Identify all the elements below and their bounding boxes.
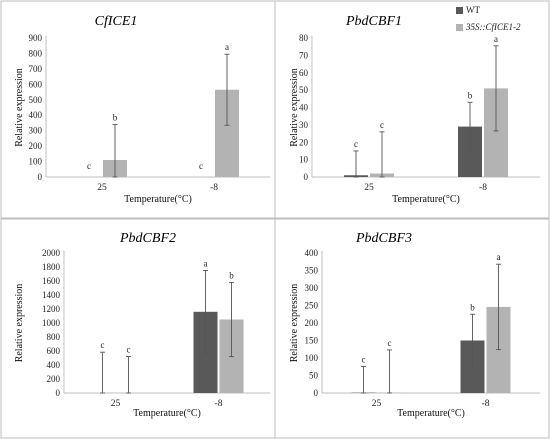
x-tick-label: -8 <box>210 183 218 193</box>
significance-label: b <box>113 112 118 122</box>
significance-label: c <box>362 354 366 364</box>
significance-label: c <box>87 161 91 171</box>
legend-label: 35S::CfICE1-2 <box>465 22 521 32</box>
significance-label: c <box>127 344 131 354</box>
y-tick-label: 500 <box>29 95 43 105</box>
chart-panel-3: 0 200 400 600 800 1000 1200 1400 1600 1800 2000 25 c… <box>0 218 276 439</box>
significance-label: c <box>199 161 203 171</box>
y-tick-label: 350 <box>305 266 319 276</box>
y-tick-label: 0 <box>304 172 309 182</box>
y-tick-label: 1000 <box>42 318 61 328</box>
significance-label: c <box>388 338 392 348</box>
y-tick-label: 60 <box>299 68 309 78</box>
y-tick-label: 40 <box>299 103 309 113</box>
y-tick-label: 0 <box>314 388 319 398</box>
significance-label: b <box>470 302 475 312</box>
chart-title: PbdCBF3 <box>355 231 412 246</box>
y-tick-label: 200 <box>47 374 61 384</box>
y-tick-label: 100 <box>305 353 319 363</box>
chart-title: PbdCBF1 <box>345 14 402 29</box>
x-axis-title: Temperature(°C) <box>392 194 460 205</box>
y-tick-label: 80 <box>299 33 309 43</box>
y-tick-label: 70 <box>299 50 309 60</box>
x-axis-title: Temperature(°C) <box>133 408 201 419</box>
x-tick-label: -8 <box>482 399 490 409</box>
y-tick-label: 400 <box>47 360 61 370</box>
y-tick-label: 400 <box>29 110 43 120</box>
x-tick-label: 25 <box>372 399 382 409</box>
chart-title: CfICE1 <box>95 14 138 29</box>
x-tick-label: 25 <box>364 183 374 193</box>
y-tick-label: 600 <box>29 79 43 89</box>
y-tick-label: 700 <box>29 64 43 74</box>
significance-label: a <box>494 34 498 44</box>
x-tick-label: 25 <box>111 399 121 409</box>
y-tick-label: 150 <box>305 336 319 346</box>
y-tick-label: 200 <box>29 141 43 151</box>
chart-panel-2: 0 10 20 30 40 50 60 70 80 25 c c -8 b a PbdCBF1 Temperat… <box>274 0 550 219</box>
legend-label: WT <box>466 5 480 15</box>
significance-label: b <box>468 90 473 100</box>
y-tick-label: 0 <box>56 388 61 398</box>
legend-swatch <box>456 7 463 14</box>
significance-label: b <box>229 270 234 280</box>
y-axis-title: Relative expression <box>14 68 25 147</box>
y-tick-label: 300 <box>29 126 43 136</box>
x-tick-label: -8 <box>479 183 487 193</box>
y-tick-label: 400 <box>305 248 319 258</box>
panel-border <box>274 0 550 219</box>
y-tick-label: 250 <box>305 301 319 311</box>
significance-label: a <box>225 42 229 52</box>
x-tick-label: 25 <box>97 183 107 193</box>
y-axis-title: Relative expression <box>14 284 25 363</box>
y-tick-label: 1800 <box>42 262 61 272</box>
chart-panel-4: 0 50 100 150 200 250 300 350 400 25 c c -8 b a PbdCBF3 T… <box>274 218 550 439</box>
x-axis-title: Temperature(°C) <box>124 194 192 205</box>
y-tick-label: 10 <box>299 155 309 165</box>
y-tick-label: 50 <box>299 85 309 95</box>
y-tick-label: 2000 <box>42 248 61 258</box>
y-tick-label: 0 <box>38 172 43 182</box>
panel-border <box>274 218 550 439</box>
y-tick-label: 30 <box>299 120 309 130</box>
y-tick-label: 50 <box>309 371 319 381</box>
significance-label: c <box>354 139 358 149</box>
y-tick-label: 1200 <box>42 304 61 314</box>
y-tick-label: 100 <box>29 157 43 167</box>
y-tick-label: 300 <box>305 283 319 293</box>
y-tick-label: 800 <box>29 48 43 58</box>
y-axis-title: Relative expression <box>289 68 300 147</box>
y-tick-label: 600 <box>47 346 61 356</box>
significance-label: a <box>497 252 501 262</box>
x-tick-label: -8 <box>215 399 223 409</box>
chart-panel-1: 0 100 200 300 400 500 600 700 800 900 25 c b -8 c a CfIC… <box>0 0 276 219</box>
significance-label: c <box>380 120 384 130</box>
significance-label: a <box>204 259 208 269</box>
chart-title: PbdCBF2 <box>119 231 176 246</box>
y-tick-label: 200 <box>305 318 319 328</box>
y-tick-label: 900 <box>29 33 43 43</box>
y-tick-label: 20 <box>299 137 309 147</box>
x-axis-title: Temperature(°C) <box>397 408 465 419</box>
y-axis-title: Relative expression <box>289 284 300 363</box>
legend-swatch <box>456 24 463 31</box>
y-tick-label: 1400 <box>42 290 61 300</box>
y-tick-label: 800 <box>47 332 61 342</box>
significance-label: c <box>101 340 105 350</box>
y-tick-label: 1600 <box>42 276 61 286</box>
